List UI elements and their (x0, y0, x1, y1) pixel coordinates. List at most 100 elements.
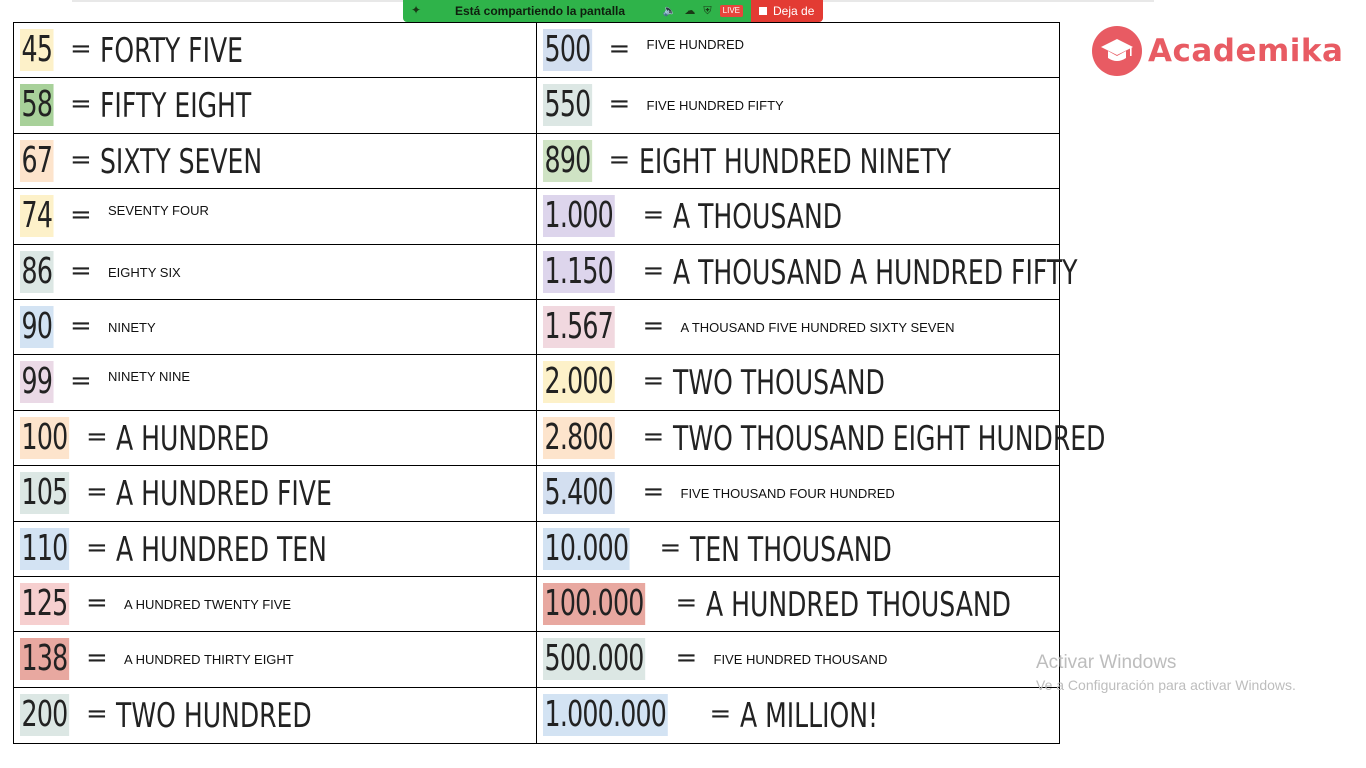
left-cell: 90 = NINETY (14, 299, 537, 355)
right-cell: 1.000.000 = A MILLION! (537, 688, 1060, 743)
number-words: A HUNDRED TEN (116, 529, 327, 570)
left-cell: 138 = A HUNDRED THIRTY EIGHT (14, 632, 537, 687)
equals-sign: = (709, 698, 732, 729)
number-value: 125 (20, 582, 69, 625)
table-row: 90 = NINETY 1.567 = A THOUSAND FIVE HUNDRED S… (14, 299, 1060, 356)
number-value: 890 (542, 139, 592, 182)
shield-icon[interactable]: ⛨ (703, 4, 712, 17)
number-words: A THOUSAND (672, 197, 842, 238)
number-value: 1.000.000 (542, 693, 668, 736)
number-words: FORTY FIVE (100, 31, 243, 71)
left-cell: 67 = SIXTY SEVEN (14, 133, 537, 189)
number-words: FIVE HUNDRED FIFTY (646, 98, 784, 114)
number-value: 10.000 (542, 527, 630, 570)
logo-text: Academika (1148, 33, 1344, 69)
number-value: 2.800 (542, 416, 615, 459)
table-row: 99 = NINETY NINE 2.000 = TWO THOUSAND (14, 355, 1060, 411)
right-cell: 2.000 = TWO THOUSAND (537, 355, 1060, 409)
equals-sign: = (642, 200, 665, 231)
table-row: 74 = SEVENTY FOUR 1.000 = A THOUSAND (14, 189, 1060, 245)
right-cell: 1.150 = A THOUSAND A HUNDRED FIFTY (537, 245, 1077, 299)
equals-sign: = (86, 587, 108, 618)
equals-sign: = (70, 366, 92, 397)
number-value: 2.000 (542, 361, 615, 404)
number-words: SEVENTY FOUR (108, 203, 209, 219)
equals-sign: = (642, 477, 665, 508)
equals-sign: = (659, 532, 682, 563)
equals-sign: = (675, 643, 698, 674)
number-words: TWO THOUSAND EIGHT HUNDRED (672, 418, 1105, 459)
share-status-panel[interactable]: ✦ Está compartiendo la pantalla 🔈 ☁ ⛨ LI… (403, 0, 751, 22)
table-row: 110 = A HUNDRED TEN 10.000 = TEN THOUSAND (14, 521, 1060, 577)
numbers-table: 45 = FORTY FIVE 500 = FIVE HUNDRED 58 = FIFTY EI… (13, 22, 1105, 745)
number-words: NINETY (108, 319, 156, 335)
left-cell: 45 = FORTY FIVE (14, 23, 537, 78)
left-cell: 110 = A HUNDRED TEN (14, 521, 537, 576)
number-value: 90 (20, 305, 54, 348)
table-row: 86 = EIGHTY SIX 1.150 = A THOUSAND A HUNDRED … (14, 244, 1077, 300)
number-words: EIGHTY SIX (108, 264, 181, 280)
stop-share-button[interactable]: Deja de (751, 0, 823, 22)
equals-sign: = (86, 698, 108, 729)
number-value: 138 (20, 638, 69, 681)
equals-sign: = (608, 89, 631, 120)
right-cell: 550 = FIVE HUNDRED FIFTY (537, 78, 1060, 132)
number-value: 86 (20, 250, 54, 293)
right-cell: 1.000 = A THOUSAND (537, 189, 1060, 243)
number-words: FIVE HUNDRED THOUSAND (713, 652, 888, 668)
number-value: 500 (542, 29, 592, 71)
stop-icon (759, 7, 767, 15)
number-value: 1.150 (542, 250, 615, 293)
right-cell: 5.400 = FIVE THOUSAND FOUR HUNDRED (537, 466, 1060, 520)
left-cell: 74 = SEVENTY FOUR (14, 189, 537, 244)
equals-sign: = (675, 587, 698, 618)
live-badge: LIVE (719, 5, 743, 17)
academika-logo: Academika (1092, 26, 1343, 76)
equals-sign: = (642, 255, 665, 286)
cloud-icon[interactable]: ☁ (684, 4, 696, 17)
right-cell: 500.000 = FIVE HUNDRED THOUSAND (537, 632, 1060, 686)
number-value: 99 (20, 361, 54, 404)
stop-share-label: Deja de (773, 4, 815, 18)
graduation-cap-icon (1092, 26, 1142, 76)
number-words: A HUNDRED THIRTY EIGHT (124, 652, 294, 668)
audio-icon[interactable]: 🔈 (662, 4, 677, 17)
number-value: 1.000 (542, 195, 615, 238)
number-value: 58 (20, 84, 54, 127)
equals-sign: = (86, 421, 108, 452)
number-value: 1.567 (542, 305, 615, 348)
equals-sign: = (642, 310, 665, 341)
number-words: FIFTY EIGHT (100, 86, 252, 127)
equals-sign: = (642, 366, 665, 397)
number-words: A THOUSAND A HUNDRED FIFTY (672, 252, 1077, 293)
equals-sign: = (70, 89, 92, 120)
number-value: 45 (20, 29, 54, 71)
activation-watermark-subtitle: Ve a Configuración para activar Windows. (1036, 677, 1296, 693)
equals-sign: = (608, 144, 631, 175)
table-row: 100 = A HUNDRED 2.800 = TWO THOUSAND EIGHT HU… (14, 410, 1105, 467)
number-words: SIXTY SEVEN (100, 141, 263, 182)
number-value: 550 (542, 84, 592, 127)
equals-sign: = (608, 34, 631, 64)
number-words: TEN THOUSAND (689, 529, 892, 570)
right-cell: 1.567 = A THOUSAND FIVE HUNDRED SIXTY SEVE… (537, 300, 1060, 354)
left-cell: 125 = A HUNDRED TWENTY FIVE (14, 576, 537, 632)
left-cell: 58 = FIFTY EIGHT (14, 78, 537, 133)
equals-sign: = (642, 421, 665, 452)
equals-sign: = (70, 144, 92, 175)
right-cell: 10.000 = TEN THOUSAND (537, 522, 1060, 576)
equals-sign: = (70, 310, 92, 341)
equals-sign: = (86, 477, 108, 508)
share-status-label: Está compartiendo la pantalla (455, 4, 626, 18)
equals-sign: = (86, 532, 108, 563)
left-cell: 86 = EIGHTY SIX (14, 244, 537, 299)
table-row: 58 = FIFTY EIGHT 550 = FIVE HUNDRED FIFTY (14, 78, 1060, 134)
left-cell: 200 = TWO HUNDRED (14, 687, 537, 744)
number-words: TWO THOUSAND (672, 363, 885, 404)
table-row: 105 = A HUNDRED FIVE 5.400 = FIVE THOUSAND FO… (14, 466, 1060, 522)
pin-icon[interactable]: ✦ (411, 3, 422, 17)
number-words: A MILLION! (739, 695, 878, 736)
number-words: FIVE THOUSAND FOUR HUNDRED (680, 486, 895, 502)
number-value: 5.400 (542, 472, 615, 515)
activation-watermark-title: Activar Windows (1036, 652, 1177, 673)
